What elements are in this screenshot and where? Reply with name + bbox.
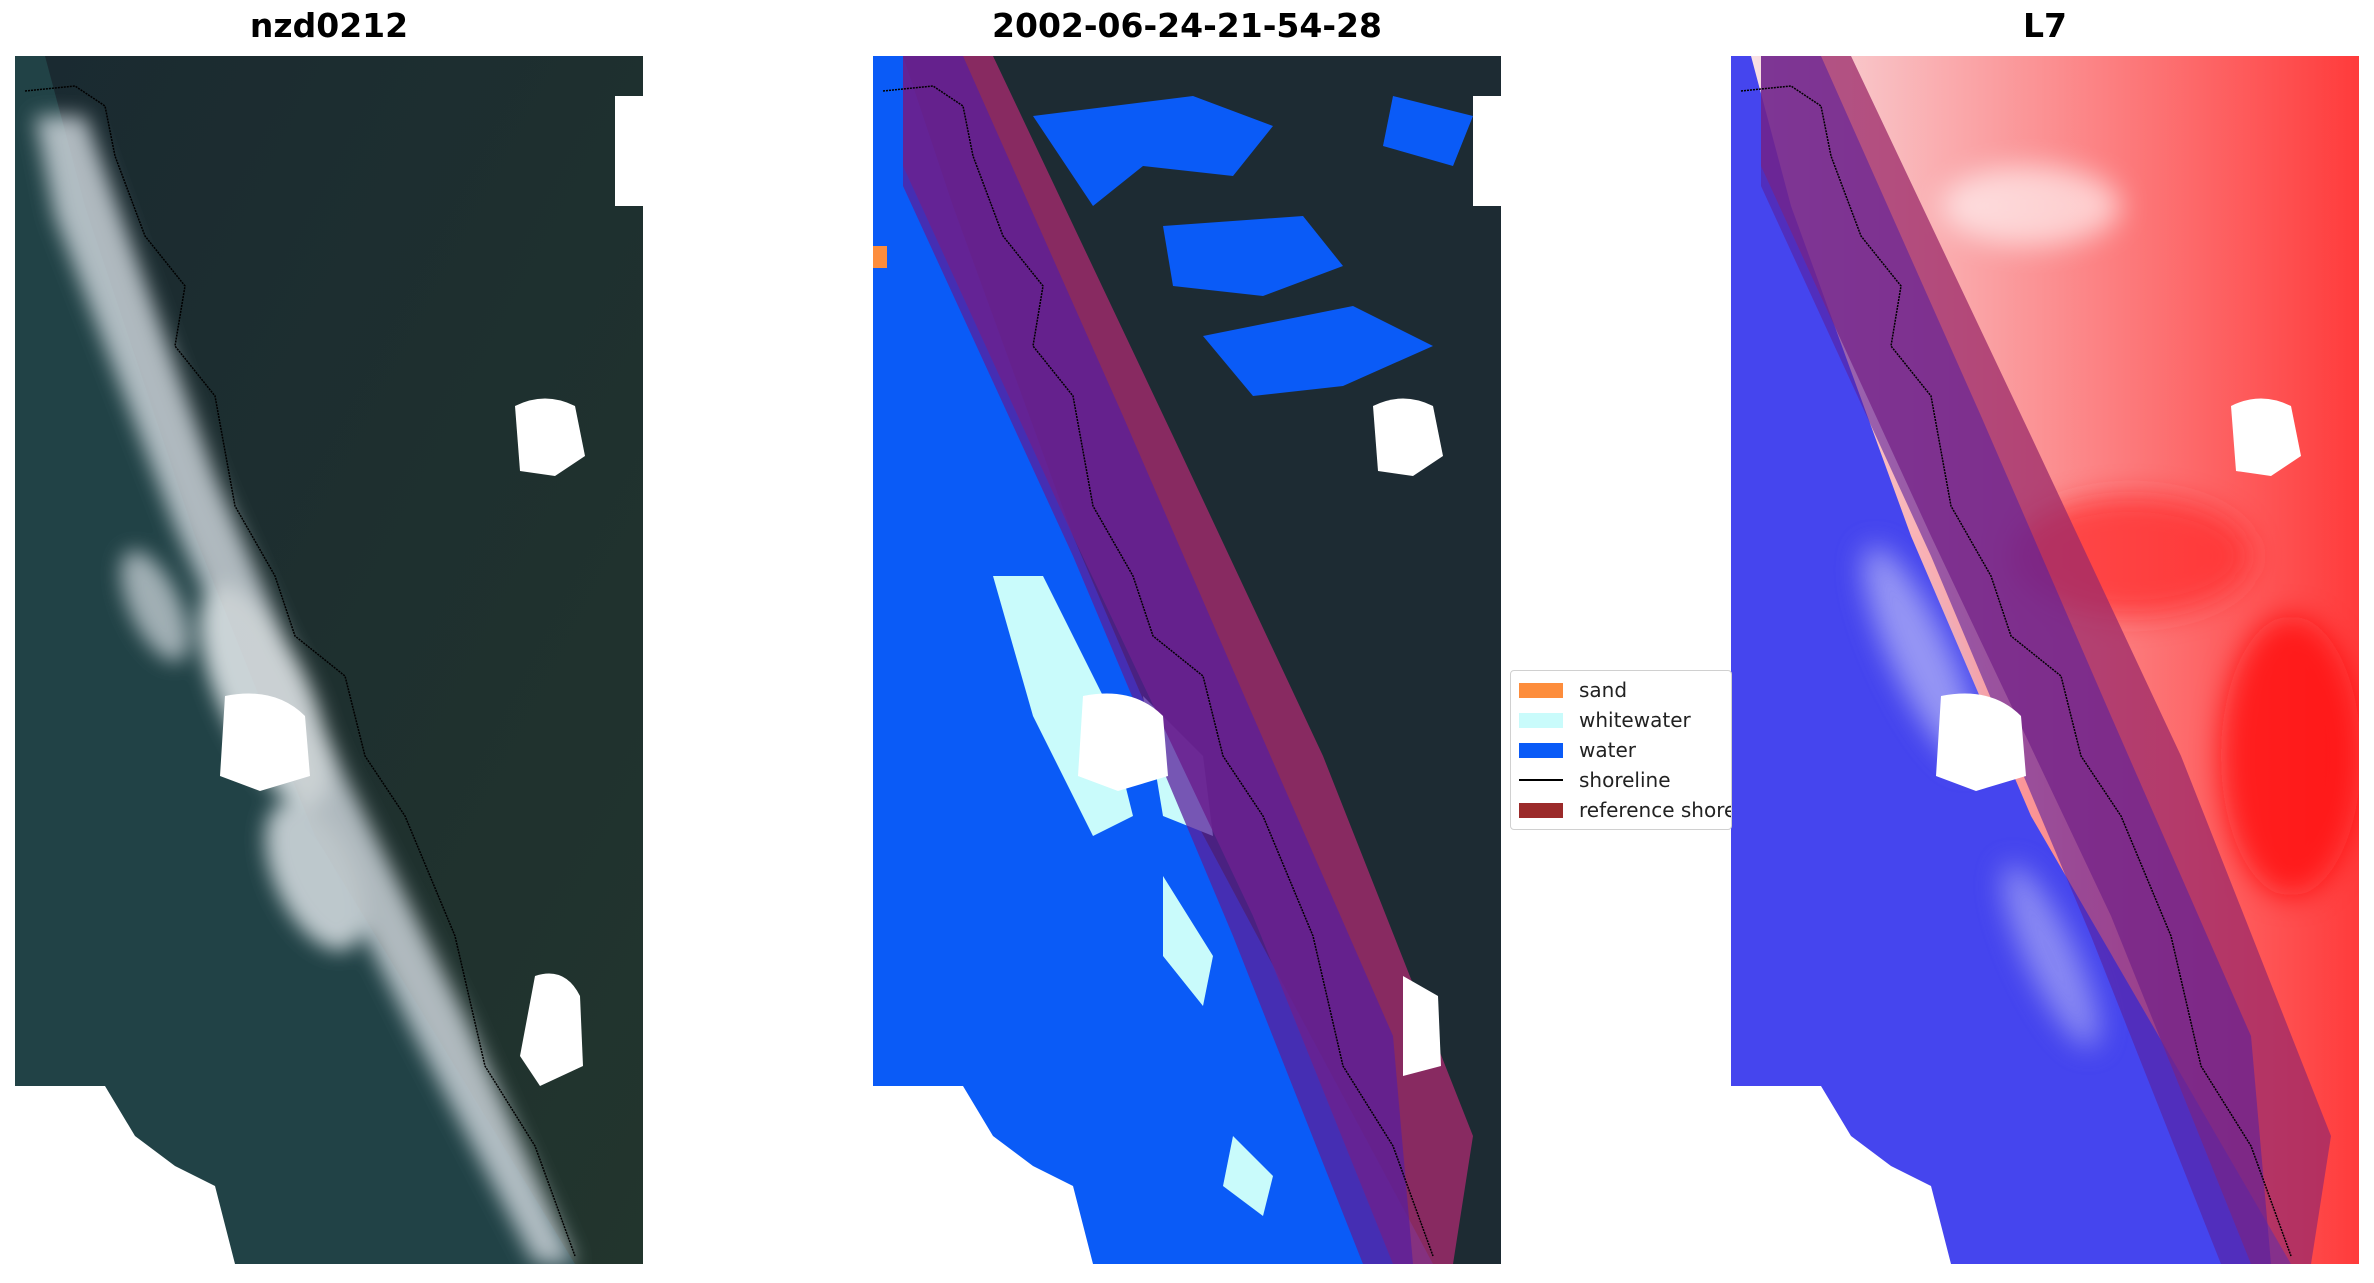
water-swatch — [1519, 742, 1563, 758]
legend-label: sand — [1579, 678, 1628, 702]
rgb-image — [15, 56, 643, 1264]
buffer-overlap — [1761, 56, 2271, 1264]
legend-label: reference shoreline buffer — [1579, 798, 1731, 822]
mask-area — [1936, 693, 2026, 791]
index-panel — [1731, 56, 2359, 1264]
mask-area — [1078, 693, 1168, 791]
legend-item-whitewater: whitewater — [1519, 705, 1691, 735]
mask-area — [873, 1086, 1093, 1264]
mask-area — [15, 1086, 235, 1264]
sand-swatch — [1519, 682, 1563, 698]
legend-item-shoreline: shoreline — [1519, 765, 1671, 795]
mask-area — [2231, 398, 2301, 476]
shoreline-line — [882, 85, 1434, 1257]
mask-area — [1473, 96, 1501, 206]
legend-item-sand: sand — [1519, 675, 1627, 705]
water-class — [1033, 96, 1473, 396]
mask-area — [1731, 1086, 1951, 1264]
whitewater-swatch — [1519, 712, 1563, 728]
panel-title-classification: 2002-06-24-21-54-28 — [992, 6, 1382, 45]
shoreline-line — [24, 85, 576, 1257]
shoreline-swatch — [1519, 779, 1563, 781]
buffer-overlap — [903, 56, 1413, 1264]
water-index — [1731, 56, 2291, 1264]
shoreline-line — [1740, 85, 2292, 1257]
legend-label: shoreline — [1579, 768, 1671, 792]
rgb-image-panel — [15, 56, 643, 1264]
legend-label: whitewater — [1579, 708, 1691, 732]
classification-image — [873, 56, 1501, 1264]
index-image — [1731, 56, 2359, 1264]
legend: sand whitewater water shoreline referenc… — [1510, 670, 1732, 830]
mask-area — [1373, 398, 1443, 476]
panel-title-index: L7 — [2023, 6, 2067, 45]
sand-class — [873, 246, 887, 268]
mask-area — [520, 973, 583, 1086]
legend-label: water — [1579, 738, 1636, 762]
sea-area — [15, 56, 575, 1264]
reference-shoreline-swatch — [1519, 802, 1563, 818]
legend-item-reference-shoreline: reference shoreline buffer — [1519, 795, 1731, 825]
legend-item-water: water — [1519, 735, 1636, 765]
water-class — [873, 56, 1433, 1264]
mask-area — [1403, 976, 1441, 1076]
mask-area — [220, 693, 310, 791]
panel-title-rgb: nzd0212 — [249, 6, 409, 45]
mask-area — [515, 398, 585, 476]
mask-area — [615, 96, 643, 206]
classification-panel — [873, 56, 1501, 1264]
